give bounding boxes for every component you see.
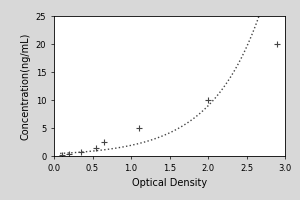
Y-axis label: Concentration(ng/mL): Concentration(ng/mL): [20, 32, 30, 140]
X-axis label: Optical Density: Optical Density: [132, 178, 207, 188]
